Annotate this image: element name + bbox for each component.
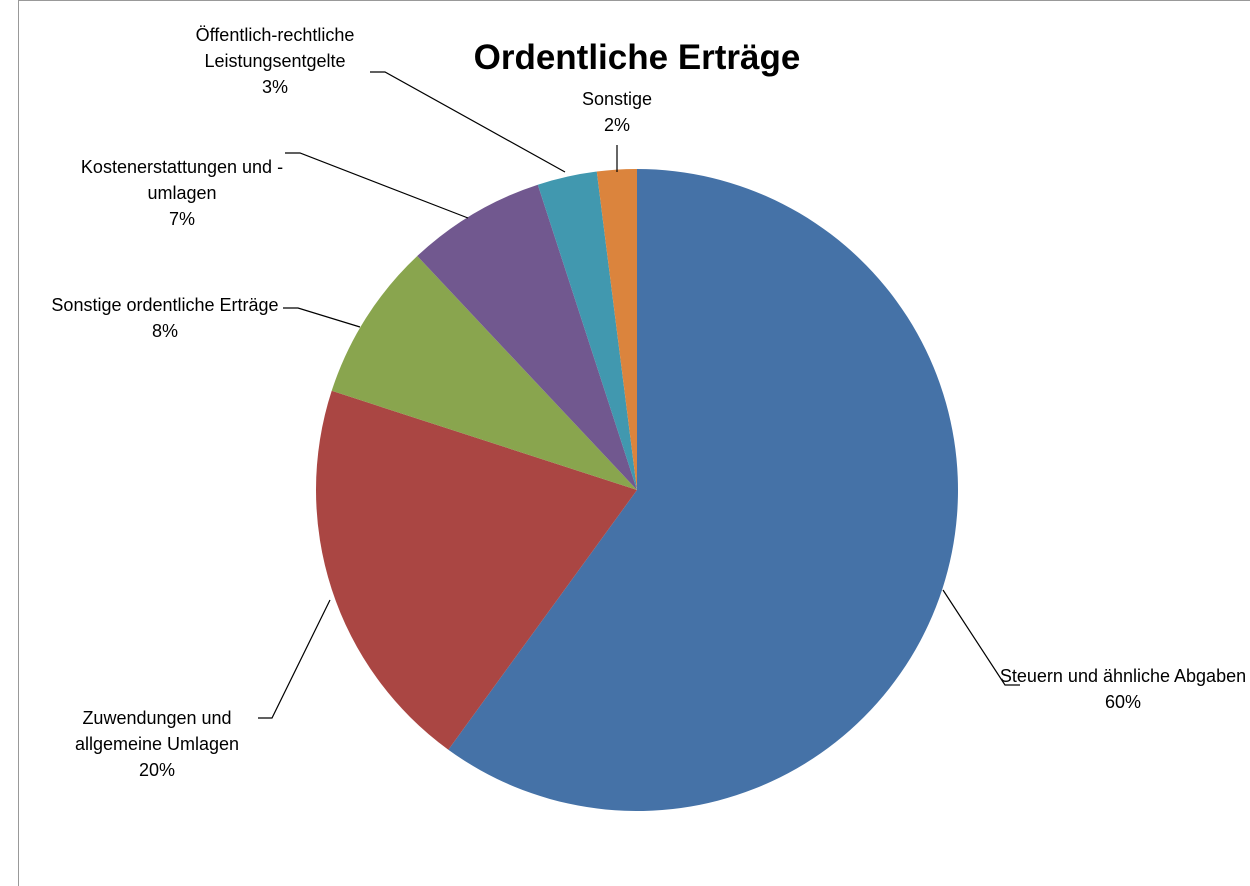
leader-line: [285, 152, 469, 219]
slice-value-label: 20%: [138, 760, 176, 780]
slice-label: Sonstige ordentliche Erträge: [51, 295, 279, 315]
chart-title: Ordentliche Erträge: [473, 38, 801, 77]
slice-value-label: 7%: [168, 209, 195, 229]
pie-slice: [331, 256, 637, 490]
slice-value-label: 3%: [261, 77, 288, 97]
pie-slice: [448, 169, 959, 812]
slice-label: Kostenerstattungen und -umlagen: [80, 157, 284, 203]
leader-line: [942, 589, 1020, 686]
pie-slice: [596, 169, 637, 490]
slice-label: Öffentlich-rechtliche Leistungsentgelte: [195, 25, 355, 71]
slice-label: Zuwendungen und allgemeine Umlagen: [74, 708, 240, 754]
pie-slice: [537, 171, 637, 490]
chart-border: [18, 0, 1250, 886]
leader-line: [283, 307, 361, 328]
slice-value-label: 2%: [603, 115, 630, 135]
slice-value-label: 8%: [151, 321, 178, 341]
slice-value-label: 60%: [1104, 692, 1142, 712]
pie-slice: [315, 390, 637, 750]
slice-label: Sonstige: [581, 89, 653, 109]
leader-line: [370, 71, 566, 173]
leader-line: [258, 599, 331, 719]
pie-slice: [417, 184, 637, 490]
slice-label: Steuern und ähnliche Abgaben: [999, 666, 1247, 686]
